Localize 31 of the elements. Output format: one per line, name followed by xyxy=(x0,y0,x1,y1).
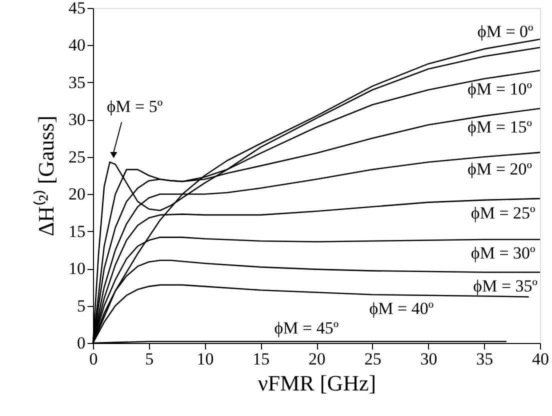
y-tick-label: 5 xyxy=(77,296,86,316)
x-axis-title: νFMR [GHz] xyxy=(258,370,376,396)
y-tick-label: 35 xyxy=(68,72,86,92)
y-tick-label: 0 xyxy=(77,334,86,352)
annotation: ϕM = 30º xyxy=(470,244,536,263)
annotation: ϕM = 10º xyxy=(468,80,532,99)
x-tick-label: 30 xyxy=(420,350,438,368)
annotation: ϕM = 35º xyxy=(473,276,538,296)
x-tick-label: 10 xyxy=(196,350,214,368)
x-tick-label: 25 xyxy=(364,350,382,368)
y-tick-label: 45 xyxy=(68,0,86,18)
x-tick-label: 40 xyxy=(532,350,549,368)
y-tick-label: 40 xyxy=(68,36,86,55)
annotation: ϕM = 5º xyxy=(106,97,163,116)
x-tick-label: 5 xyxy=(145,350,154,368)
y-tick-label: 25 xyxy=(68,147,86,166)
x-tick-label: 20 xyxy=(308,350,326,368)
x-tick-label: 35 xyxy=(476,350,494,368)
annotation: ϕM = 25º xyxy=(470,203,536,222)
y-tick-label: 15 xyxy=(68,222,86,241)
y-tick-label: 30 xyxy=(68,110,86,130)
annotation: ϕM = 45º xyxy=(274,318,339,338)
annotation: ϕM = 40º xyxy=(369,298,434,318)
x-tick-label: 15 xyxy=(252,350,270,368)
y-tick-label: 10 xyxy=(68,259,86,278)
annotation: ϕM = 0º xyxy=(477,22,534,42)
y-tick-label: 20 xyxy=(68,184,86,204)
annotation: ϕM = 15º xyxy=(468,118,532,137)
annotation: ϕM = 20º xyxy=(468,159,532,178)
y-axis-title: ΔH⁽²⁾ [Gauss] xyxy=(34,116,58,236)
x-tick-label: 0 xyxy=(89,350,98,368)
